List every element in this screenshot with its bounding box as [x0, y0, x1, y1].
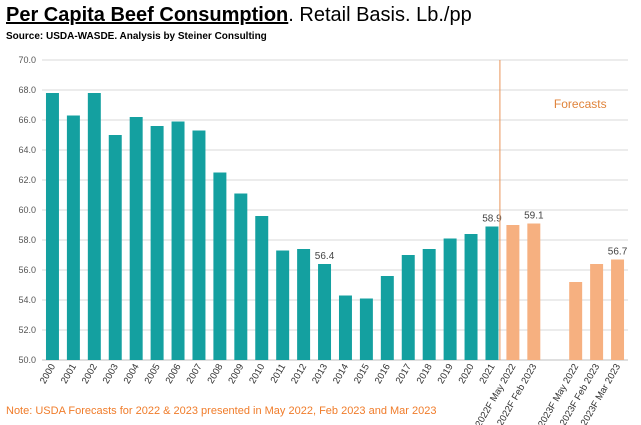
actual-bar [87, 93, 101, 360]
forecast-bar [527, 223, 541, 360]
x-tick-label: 2015 [352, 362, 372, 386]
actual-bar [108, 135, 122, 360]
actual-bar [338, 295, 352, 360]
x-tick-label: 2014 [331, 362, 351, 386]
x-tick-label: 2006 [164, 362, 184, 386]
y-tick-label: 52.0 [18, 325, 36, 335]
chart-source: Source: USDA-WASDE. Analysis by Steiner … [6, 31, 267, 42]
annotations: Forecasts [499, 60, 607, 360]
data-labels: 56.4 58.9 59.1 56.7 [315, 211, 628, 263]
chart-title-main: Per Capita Beef Consumption [6, 4, 289, 26]
actual-bar [150, 126, 164, 360]
actual-bar [171, 121, 185, 360]
y-tick-label: 70.0 [18, 55, 36, 65]
forecast-bar [506, 225, 520, 360]
x-tick-label: 2010 [247, 362, 267, 386]
actual-bar [318, 264, 332, 360]
bars [45, 93, 625, 360]
x-tick-label: 2001 [59, 362, 79, 386]
actual-bar [422, 249, 436, 360]
x-tick-label: 2004 [122, 362, 142, 386]
forecast-bar [569, 282, 583, 360]
x-tick-label: 2005 [143, 362, 163, 386]
y-tick-label: 62.0 [18, 175, 36, 185]
forecast-bar [590, 264, 604, 360]
x-tick-label: 2013 [310, 362, 330, 386]
y-tick-label: 68.0 [18, 85, 36, 95]
x-tick-label: 2012 [289, 362, 309, 386]
actual-bar [45, 93, 59, 360]
x-tick-label: 2011 [269, 362, 289, 385]
x-tick-label: 2020 [457, 362, 477, 386]
x-tick-label: 2008 [205, 362, 225, 386]
data-label: 56.4 [315, 251, 335, 262]
x-tick-label: 2000 [38, 362, 58, 386]
actual-bar [380, 276, 394, 360]
actual-bar [66, 115, 80, 360]
x-tick-label: 2019 [436, 362, 456, 386]
actual-bar [485, 226, 499, 360]
actual-bar [213, 172, 227, 360]
data-label: 56.7 [608, 247, 628, 258]
chart-title: Per Capita Beef Consumption. Retail Basi… [6, 4, 472, 27]
x-tick-label: 2021 [477, 362, 497, 386]
actual-bar [443, 238, 457, 360]
forecasts-annotation: Forecasts [554, 97, 607, 111]
x-tick-label: 2018 [415, 362, 435, 386]
chart-title-subtitle: . Retail Basis. Lb./pp [288, 4, 472, 26]
forecast-bar [611, 259, 625, 360]
x-tick-label: 2009 [226, 362, 246, 386]
actual-bar [255, 216, 269, 360]
actual-bar [359, 298, 373, 360]
data-label: 58.9 [482, 214, 502, 225]
actual-bar [464, 234, 478, 360]
y-tick-label: 64.0 [18, 145, 36, 155]
x-tick-label: 2016 [373, 362, 393, 386]
actual-bar [276, 250, 290, 360]
actual-bar [297, 249, 311, 360]
y-tick-label: 50.0 [18, 355, 36, 365]
data-label: 59.1 [524, 211, 544, 222]
actual-bar [401, 255, 415, 360]
actual-bar [234, 193, 248, 360]
actual-bar [192, 130, 206, 360]
actual-bar [129, 117, 143, 360]
y-tick-label: 58.0 [18, 235, 36, 245]
y-tick-label: 60.0 [18, 205, 36, 215]
y-tick-label: 54.0 [18, 295, 36, 305]
y-tick-label: 56.0 [18, 265, 36, 275]
chart-note: Note: USDA Forecasts for 2022 & 2023 pre… [6, 405, 437, 417]
y-tick-label: 66.0 [18, 115, 36, 125]
x-tick-label: 2007 [184, 362, 204, 386]
x-tick-label: 2003 [101, 362, 121, 386]
y-axis-ticks: 50.0 52.0 54.0 56.0 58.0 60.0 62.0 64.0 66.0 68.0… [18, 55, 36, 365]
x-tick-label: 2017 [394, 362, 414, 386]
x-tick-label: 2002 [80, 362, 100, 386]
